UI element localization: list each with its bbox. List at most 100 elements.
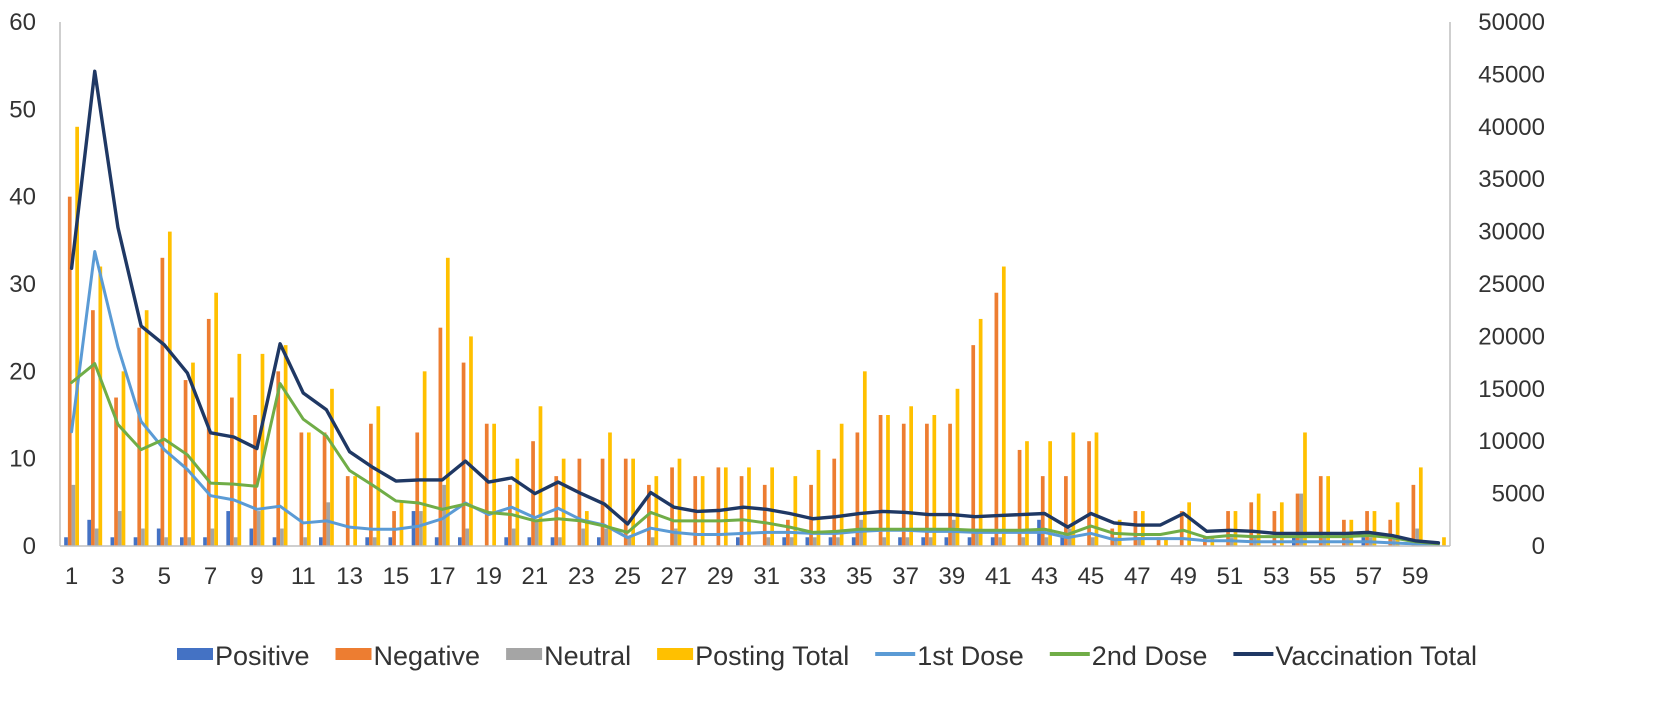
bar-positive-35 <box>851 537 856 546</box>
bar-negative-52 <box>1249 502 1254 546</box>
legend-label-posting-total: Posting Total <box>695 641 849 671</box>
bar-positive-3 <box>110 537 115 546</box>
bar-negative-58 <box>1388 519 1393 546</box>
bar-posting-total-35 <box>862 371 867 546</box>
y-tick-left-60: 60 <box>9 9 36 36</box>
bar-negative-8 <box>230 397 234 546</box>
bar-posting-total-54 <box>1303 432 1307 546</box>
bar-negative-9 <box>253 415 257 546</box>
bar-negative-6 <box>183 380 188 546</box>
bar-positive-14 <box>365 537 370 546</box>
legend-item-negative: Negative <box>335 641 480 671</box>
bar-posting-total-24 <box>608 432 612 546</box>
bar-positive-7 <box>203 537 207 546</box>
bar-posting-total-42 <box>1025 441 1029 546</box>
bar-posting-total-36 <box>886 415 890 546</box>
bar-neutral-41 <box>998 537 1002 546</box>
bar-positive-10 <box>272 537 277 546</box>
y-tick-right-5000: 5000 <box>1492 481 1545 508</box>
bar-posting-total-3 <box>121 371 126 546</box>
bar-posting-total-23 <box>584 511 589 546</box>
bar-posting-total-13 <box>353 476 357 546</box>
bar-positive-16 <box>411 511 416 546</box>
x-tick-21: 21 <box>522 563 549 590</box>
bar-neutral-27 <box>673 528 678 546</box>
bar-negative-43 <box>1040 476 1045 546</box>
bar-positive-5 <box>156 528 161 546</box>
x-tick-53: 53 <box>1263 563 1290 590</box>
x-tick-41: 41 <box>985 563 1012 590</box>
bar-neutral-8 <box>233 537 238 546</box>
legend-label-positive: Positive <box>215 641 310 671</box>
bar-negative-2 <box>91 310 95 546</box>
bar-negative-38 <box>925 423 929 546</box>
bar-positive-8 <box>226 511 231 546</box>
x-tick-9: 9 <box>250 563 263 590</box>
bar-positive-17 <box>434 537 439 546</box>
bar-negative-16 <box>415 432 420 546</box>
bar-negative-37 <box>901 423 906 546</box>
bar-neutral-31 <box>766 537 771 546</box>
y-tick-right-40000: 40000 <box>1478 114 1545 141</box>
bar-positive-33 <box>805 537 810 546</box>
x-tick-11: 11 <box>291 563 316 590</box>
bar-positive-4 <box>133 537 138 546</box>
bar-posting-total-12 <box>330 388 334 546</box>
bar-positive-1 <box>64 537 68 546</box>
y-tick-left-40: 40 <box>9 184 36 211</box>
bar-negative-3 <box>114 397 118 546</box>
bar-neutral-26 <box>650 537 655 546</box>
x-tick-45: 45 <box>1078 563 1105 590</box>
x-tick-13: 13 <box>336 563 363 590</box>
bar-negative-23 <box>577 458 582 546</box>
bar-positive-38 <box>921 537 926 546</box>
bar-positive-40 <box>967 537 972 546</box>
bar-posting-total-49 <box>1187 502 1191 546</box>
bar-neutral-23 <box>581 528 585 546</box>
bar-posting-total-9 <box>260 353 265 546</box>
bar-posting-total-10 <box>283 345 288 546</box>
bar-neutral-37 <box>905 537 910 546</box>
bar-negative-31 <box>762 484 767 546</box>
legend: Positive Negative Neutral Posting Total 1st … <box>177 641 1477 671</box>
bar-negative-44 <box>1064 476 1068 546</box>
bar-negative-49 <box>1179 511 1184 546</box>
bar-neutral-21 <box>534 519 539 546</box>
bar-positive-32 <box>782 537 787 546</box>
y-tick-right-20000: 20000 <box>1478 323 1545 350</box>
y-tick-left-20: 20 <box>9 358 36 385</box>
bar-neutral-10 <box>280 528 284 546</box>
x-tick-29: 29 <box>707 563 734 590</box>
bar-positive-2 <box>87 519 92 546</box>
x-tick-37: 37 <box>892 563 919 590</box>
bar-positive-6 <box>180 537 184 546</box>
bar-neutral-17 <box>442 484 446 546</box>
bar-neutral-9 <box>256 511 261 546</box>
bar-neutral-46 <box>1114 537 1118 546</box>
bar-neutral-38 <box>928 537 933 546</box>
bar-neutral-54 <box>1299 493 1304 546</box>
bar-posting-total-48 <box>1164 537 1168 546</box>
y-tick-right-15000: 15000 <box>1478 376 1545 403</box>
bar-neutral-59 <box>1415 528 1419 546</box>
bar-posting-total-29 <box>723 467 728 546</box>
x-tick-39: 39 <box>939 563 966 590</box>
bar-negative-13 <box>345 476 350 546</box>
bar-neutral-45 <box>1090 537 1095 546</box>
legend-item-positive: Positive <box>177 641 310 671</box>
bar-positive-12 <box>319 537 323 546</box>
bar-posting-total-59 <box>1418 467 1423 546</box>
bar-negative-36 <box>878 415 883 546</box>
legend-item-neutral: Neutral <box>506 641 631 671</box>
bar-negative-30 <box>739 476 744 546</box>
bar-negative-46 <box>1110 528 1115 546</box>
x-tick-49: 49 <box>1170 563 1197 590</box>
bar-neutral-11 <box>303 537 307 546</box>
x-tick-15: 15 <box>383 563 410 590</box>
bar-negative-53 <box>1272 511 1277 546</box>
bar-posting-total-52 <box>1256 493 1261 546</box>
axes-layer: 0 10 20 30 40 50 60 0 5000 10000 15000 20000 25000 30… <box>9 9 1545 590</box>
bar-negative-57 <box>1365 511 1369 546</box>
bar-posting-total-22 <box>561 458 566 546</box>
bar-negative-29 <box>716 467 721 546</box>
